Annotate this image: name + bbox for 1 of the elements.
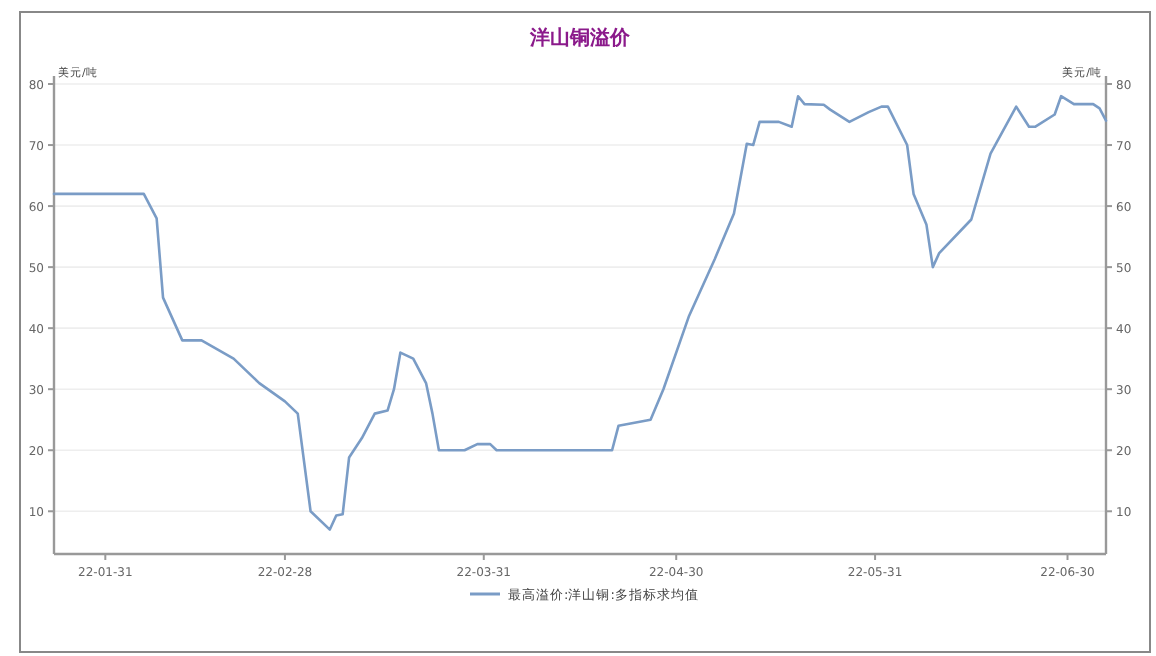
chart-title: 洋山铜溢价 [528,26,632,50]
